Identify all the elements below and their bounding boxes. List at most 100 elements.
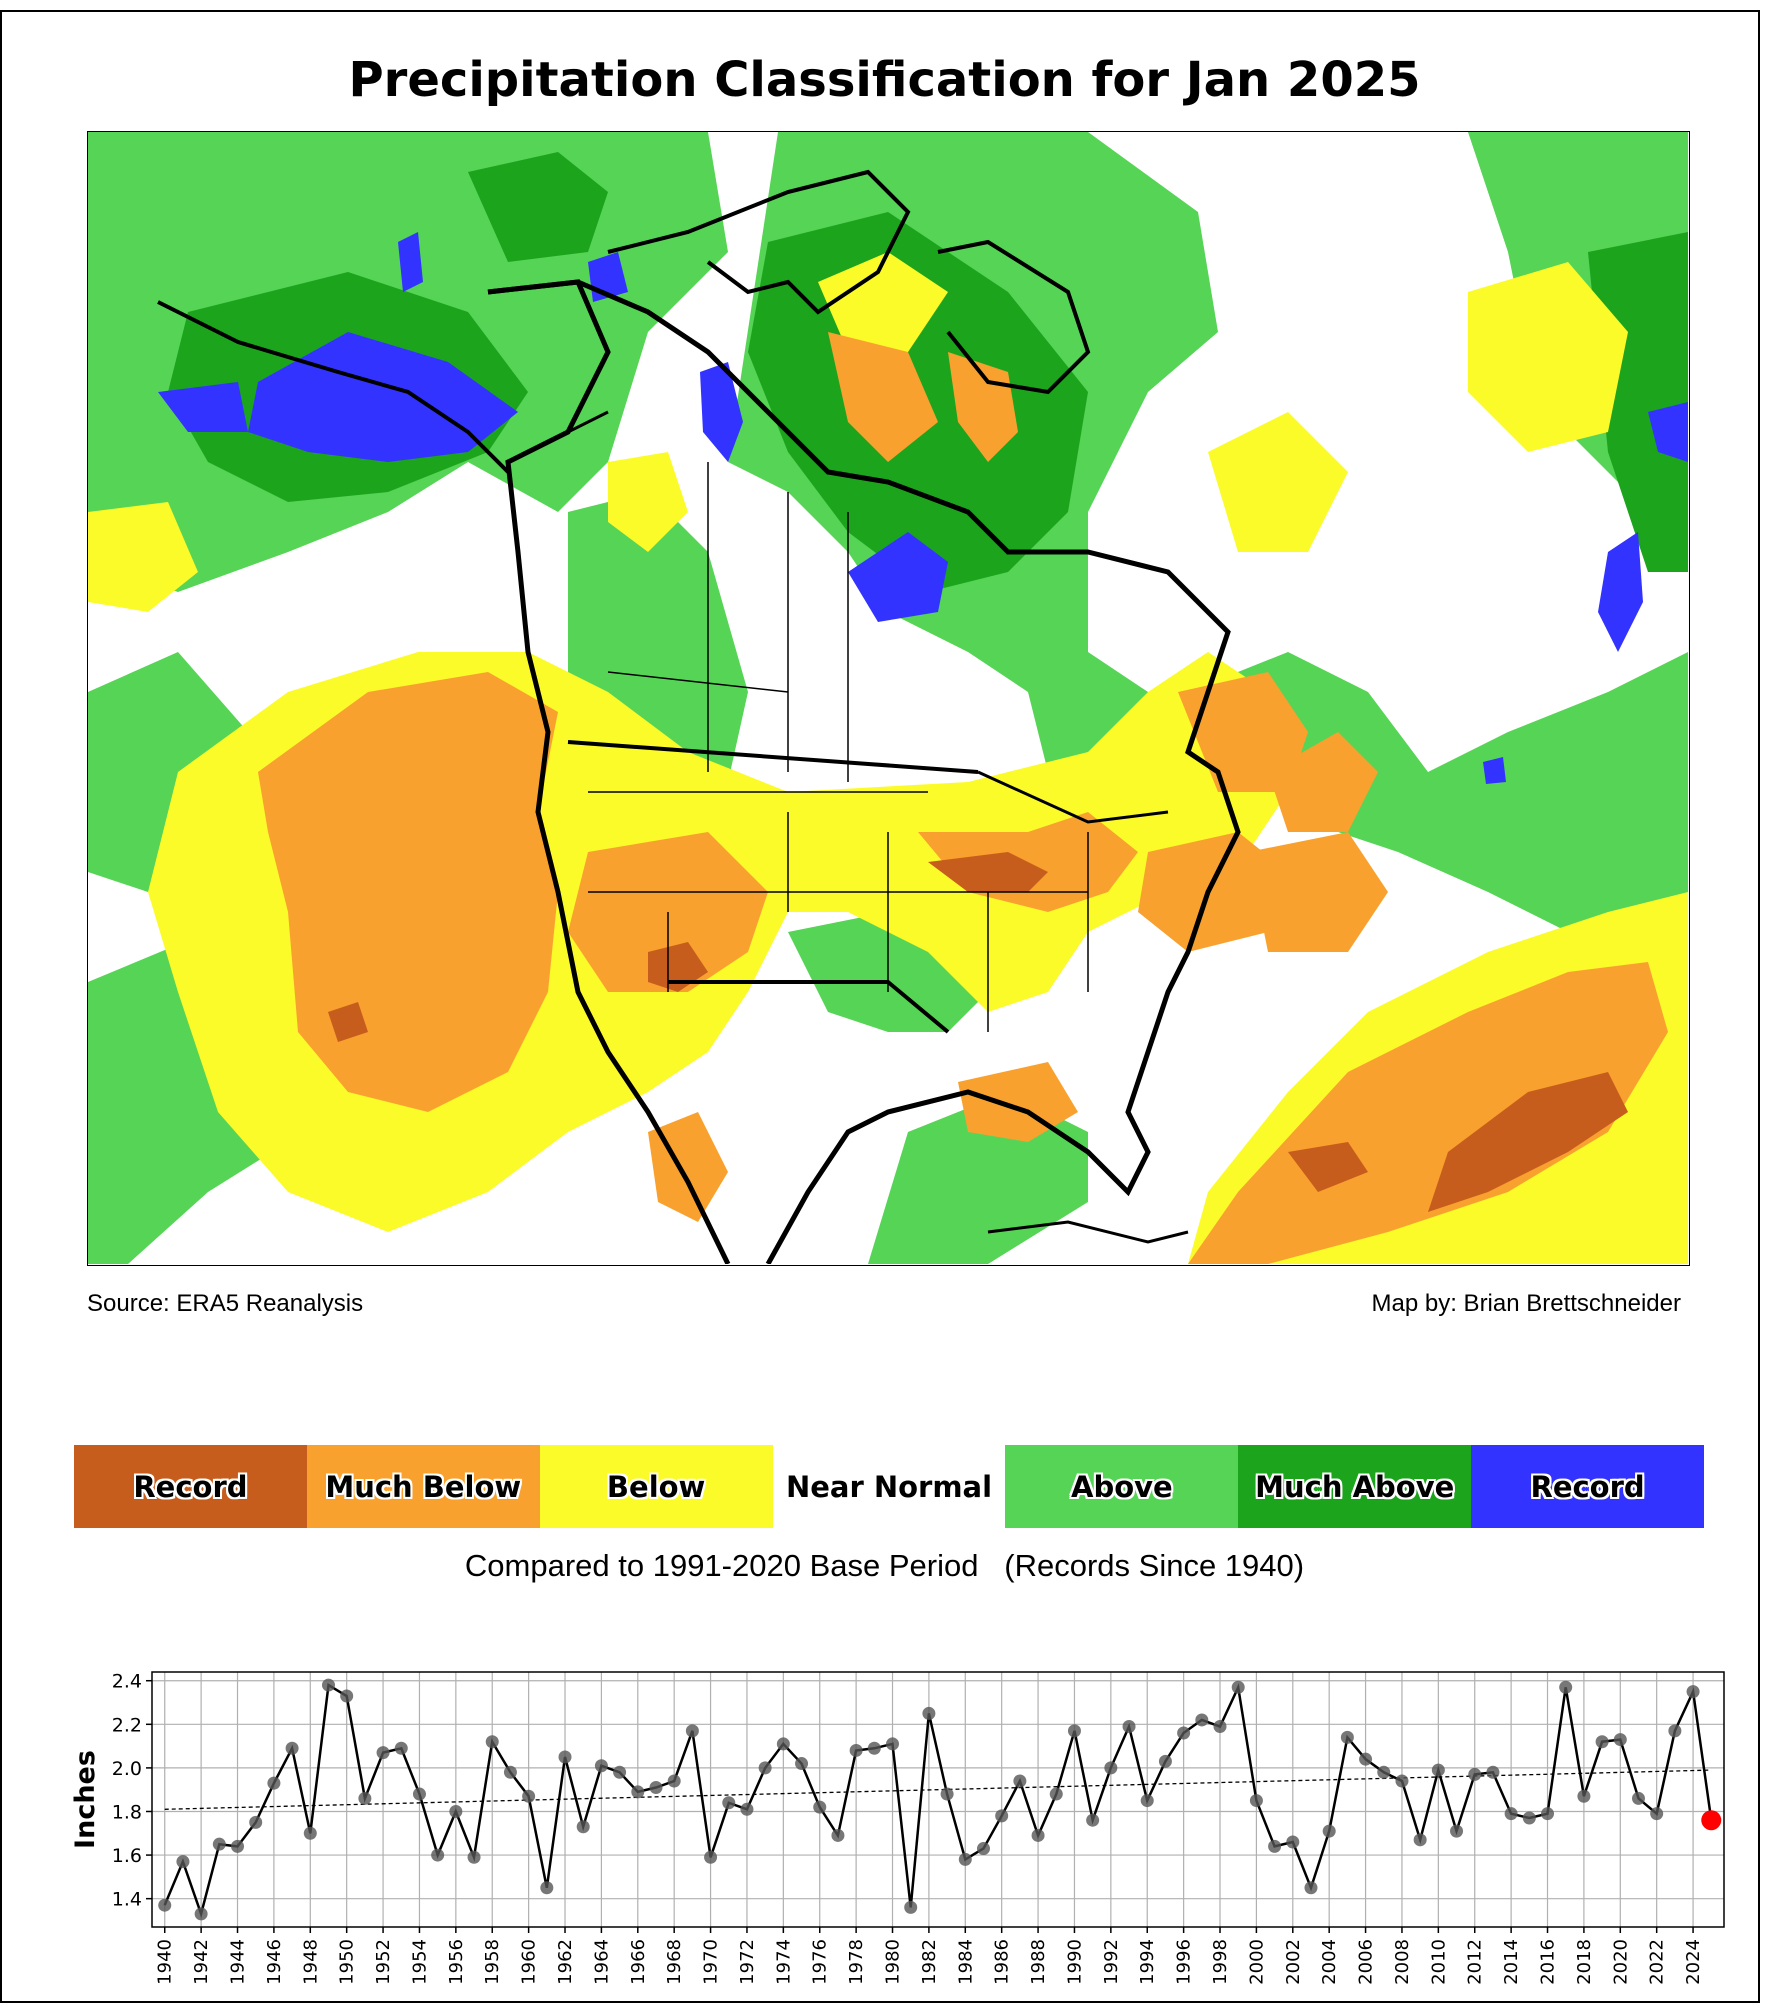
data-point	[194, 1907, 208, 1921]
y-tick-label: 1.6	[112, 1845, 142, 1867]
x-tick-label: 2020	[1610, 1939, 1631, 1985]
plot-frame	[151, 1671, 1725, 1928]
x-tick-label: 1992	[1101, 1939, 1122, 1985]
data-point	[1668, 1724, 1682, 1738]
map-boundaries	[157, 169, 1241, 1264]
data-point	[1486, 1765, 1500, 1779]
series-line	[163, 1683, 1713, 1919]
data-point	[1268, 1839, 1282, 1853]
legend-record-wet: Record	[1471, 1445, 1705, 1528]
map-record-dry-regions	[328, 852, 1628, 1212]
data-point	[558, 1750, 572, 1764]
data-point	[1595, 1735, 1609, 1749]
data-point	[267, 1776, 281, 1790]
data-point	[631, 1785, 645, 1799]
data-point	[285, 1741, 299, 1755]
data-point	[1013, 1774, 1027, 1788]
data-point	[1359, 1752, 1373, 1766]
data-point	[1468, 1767, 1482, 1781]
data-point	[1613, 1733, 1627, 1747]
data-point	[1522, 1811, 1536, 1825]
chart-grid	[152, 1672, 1724, 1927]
x-tick-label: 2024	[1683, 1939, 1704, 1985]
data-point	[1213, 1719, 1227, 1733]
data-point	[176, 1855, 190, 1869]
x-tick-label: 1978	[846, 1939, 867, 1985]
data-point	[231, 1839, 245, 1853]
x-tick-label: 2016	[1538, 1939, 1559, 1985]
data-point	[1650, 1807, 1664, 1821]
data-point	[1504, 1807, 1518, 1821]
x-tick-label: 1974	[773, 1939, 794, 1985]
y-tick-label: 2.2	[112, 1714, 142, 1736]
author-credit: Map by: Brian Brettschneider	[1371, 1290, 1681, 1317]
data-point	[813, 1800, 827, 1814]
x-tick-label: 1994	[1137, 1939, 1158, 1985]
data-point	[321, 1678, 335, 1692]
data-point	[958, 1852, 972, 1866]
data-point	[1304, 1881, 1318, 1895]
data-point	[1231, 1680, 1245, 1694]
data-point	[613, 1765, 627, 1779]
x-tick-label: 1946	[264, 1939, 285, 1985]
data-point	[1031, 1828, 1045, 1842]
x-tick-label: 2004	[1319, 1939, 1340, 1985]
data-point	[1322, 1824, 1336, 1838]
x-axis-ticks: 1940 1942 1944 1946 1948 1950 1952 1954 1956 1958…	[155, 1927, 1704, 1985]
legend-much-above: Much Above	[1238, 1445, 1472, 1528]
data-point	[1431, 1763, 1445, 1777]
data-point	[522, 1789, 536, 1803]
data-point	[722, 1796, 736, 1810]
x-tick-label: 2002	[1283, 1939, 1304, 1985]
x-tick-label: 1962	[555, 1939, 576, 1985]
series-points	[158, 1678, 1722, 1921]
data-point	[1686, 1685, 1700, 1699]
data-point	[1450, 1824, 1464, 1838]
data-point	[449, 1804, 463, 1818]
data-point	[1340, 1730, 1354, 1744]
x-tick-label: 1954	[409, 1939, 430, 1985]
data-point	[1559, 1680, 1573, 1694]
x-tick-label: 1968	[664, 1939, 685, 1985]
y-axis-ticks: 1.4 1.6 1.8 2.0 2.2 2.4	[112, 1671, 152, 1911]
data-point	[667, 1774, 681, 1788]
data-point	[776, 1737, 790, 1751]
data-point	[158, 1898, 172, 1912]
data-point	[904, 1900, 918, 1914]
x-tick-label: 2022	[1647, 1939, 1668, 1985]
legend-above: Above	[1005, 1445, 1239, 1528]
data-point	[704, 1850, 718, 1864]
data-point	[1140, 1794, 1154, 1808]
x-tick-label: 2014	[1501, 1939, 1522, 1985]
data-point	[1177, 1726, 1191, 1740]
y-tick-label: 1.8	[112, 1801, 142, 1823]
data-point	[358, 1791, 372, 1805]
data-point	[940, 1787, 954, 1801]
data-point	[503, 1765, 517, 1779]
x-tick-label: 1980	[883, 1939, 904, 1985]
data-point	[1631, 1791, 1645, 1805]
data-point	[1395, 1774, 1409, 1788]
data-point	[649, 1781, 663, 1795]
x-tick-label: 2008	[1392, 1939, 1413, 1985]
data-point	[1122, 1719, 1136, 1733]
time-series-chart: 1.4 1.6 1.8 2.0 2.2 2.4 1940 1942 1944 1946 1948 1…	[0, 1640, 1769, 2010]
legend-bar: Record Much Below Below Near Normal Abov…	[74, 1445, 1705, 1528]
data-point	[1195, 1713, 1209, 1727]
data-point	[431, 1848, 445, 1862]
x-tick-label: 1944	[228, 1939, 249, 1985]
data-point	[976, 1842, 990, 1856]
page-title: Precipitation Classification for Jan 202…	[348, 52, 1421, 108]
data-point	[540, 1881, 554, 1895]
data-point	[412, 1787, 426, 1801]
x-tick-label: 2018	[1574, 1939, 1595, 1985]
highlight-point	[1701, 1810, 1722, 1831]
data-point	[1086, 1813, 1100, 1827]
data-point	[867, 1741, 881, 1755]
time-series-svg: 1.41.61.82.02.22.4 1940 1942 1944 1946 1948 1…	[70, 1671, 1725, 1985]
x-tick-label: 1948	[300, 1939, 321, 1985]
data-point	[376, 1746, 390, 1760]
x-tick-label: 2012	[1465, 1939, 1486, 1985]
x-tick-label: 1940	[155, 1939, 176, 1985]
data-point	[303, 1826, 317, 1840]
